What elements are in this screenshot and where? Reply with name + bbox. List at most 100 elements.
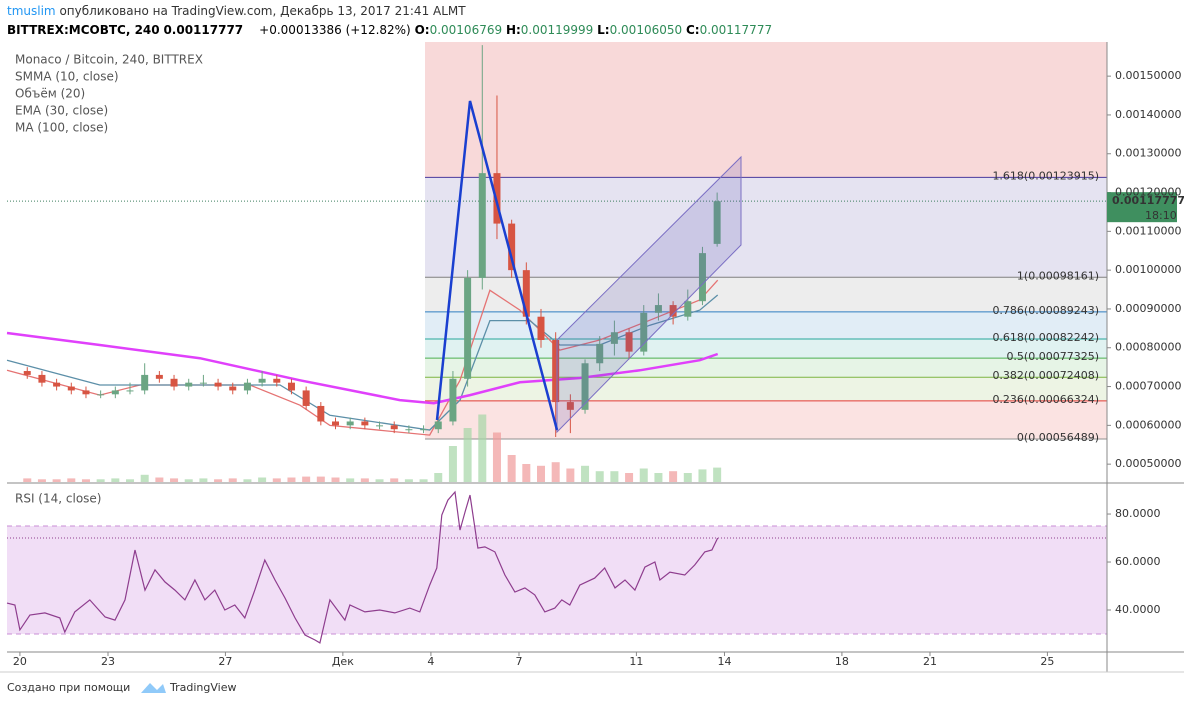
user[interactable]: tmuslim: [7, 4, 56, 18]
volume-bar: [360, 478, 369, 482]
candle-body: [346, 421, 354, 426]
volume-bar: [52, 479, 61, 482]
volume-bar: [478, 414, 487, 482]
drawings: [435, 100, 742, 434]
x-tick-label: 18: [835, 655, 849, 668]
rsi-line: [6, 490, 719, 644]
volume-bar: [155, 477, 164, 482]
candle-body: [82, 390, 90, 395]
candle-body: [302, 390, 310, 406]
candle-body: [126, 390, 134, 392]
legend-entry[interactable]: EMA (30, close): [15, 104, 108, 118]
volume-bar: [404, 479, 413, 482]
volume-bar: [81, 479, 90, 482]
last-price-box: [1107, 192, 1177, 223]
rsi-panel: [6, 490, 1111, 644]
volume-bar: [448, 446, 457, 482]
candle-body: [317, 405, 325, 422]
candle-body: [581, 363, 589, 410]
volume-bar: [654, 473, 663, 482]
fib-band: [425, 400, 1107, 439]
footer-text: Создано при помощи: [7, 681, 130, 694]
ohlc-label: C:: [686, 23, 700, 37]
fib-label: 0.236(0.00066324): [992, 393, 1099, 406]
candle-body: [654, 305, 662, 313]
candle-body: [434, 421, 442, 430]
volume-bar: [331, 477, 340, 482]
fib-band: [425, 358, 1107, 378]
volume-bar: [199, 478, 208, 482]
candle-body: [170, 378, 178, 387]
volume-bar: [37, 479, 46, 482]
fib-label: 0.618(0.00082242): [992, 331, 1099, 344]
ohlc-value: 0.00106769: [430, 23, 503, 37]
legend-entry[interactable]: MA (100, close): [15, 121, 108, 135]
volume-bar: [522, 464, 531, 482]
candle-body: [625, 332, 633, 352]
y-tick-label: 0.00050000: [1115, 457, 1181, 470]
volume-bar: [126, 479, 135, 482]
volume-bar: [228, 478, 237, 482]
volume-bar: [698, 469, 707, 482]
volume-bar: [375, 479, 384, 482]
quote-line: BITTREX:MCOBTC, 240 0.00117777 +0.0001338…: [7, 23, 772, 37]
candle-body: [214, 382, 222, 387]
y-tick-label: 60.0000: [1115, 555, 1161, 568]
candle-body: [566, 402, 574, 410]
candle-body: [38, 374, 46, 383]
x-tick-label: 14: [717, 655, 731, 668]
volume-bar: [140, 474, 149, 482]
candle-body: [111, 390, 119, 395]
y-tick-label: 0.00080000: [1115, 341, 1181, 354]
volume: [23, 414, 722, 482]
fib-label: 0.5(0.00077325): [1006, 350, 1099, 363]
candle-body: [243, 382, 251, 391]
labels: tmuslim опубликовано на TradingView.com,…: [7, 4, 1184, 695]
candle-body: [522, 270, 530, 317]
change: +0.00013386 (+12.82%): [259, 23, 411, 37]
ohlc-label: L:: [597, 23, 609, 37]
ohlc-label: O:: [415, 23, 430, 37]
legend-entry[interactable]: SMMA (10, close): [15, 70, 119, 84]
volume-bar: [434, 473, 443, 482]
volume-bar: [23, 478, 32, 482]
volume-bar: [551, 462, 560, 482]
last-price: 0.00117777: [163, 23, 243, 37]
fib-label: 0(0.00056489): [1017, 431, 1099, 444]
volume-bar: [111, 478, 120, 482]
candle-body: [23, 371, 31, 375]
fib-band: [425, 177, 1107, 278]
volume-bar: [316, 476, 325, 482]
fib-band: [425, 277, 1107, 312]
x-tick-label: 11: [629, 655, 643, 668]
y-tick-label: 0.00130000: [1115, 147, 1181, 160]
candle-body: [273, 378, 281, 383]
x-tick-label: 21: [923, 655, 937, 668]
x-tick-label: 23: [101, 655, 115, 668]
symbol: BITTREX:MCOBTC, 240: [7, 23, 160, 37]
zigzag: [435, 100, 559, 431]
volume-bar: [170, 478, 179, 482]
candle-body: [478, 173, 486, 278]
y-tick-label: 0.00060000: [1115, 418, 1181, 431]
legend-entry[interactable]: Объём (20): [15, 87, 85, 101]
candle-body: [258, 378, 266, 383]
volume-bar: [346, 478, 355, 482]
candle-body: [698, 253, 706, 302]
y-tick-label: 0.00110000: [1115, 224, 1181, 237]
volume-bar: [419, 479, 428, 482]
volume-bar: [581, 465, 590, 482]
volume-bar: [713, 467, 722, 482]
y-tick-label: 0.00090000: [1115, 302, 1181, 315]
candle-body: [684, 301, 692, 317]
volume-bar: [390, 478, 399, 482]
last-price-label: 0.00117777: [1112, 194, 1184, 207]
candle-body: [332, 421, 340, 426]
y-tick-label: 0.00150000: [1115, 69, 1181, 82]
fib-band: [425, 377, 1107, 401]
brand[interactable]: TradingView: [169, 681, 236, 694]
candle-body: [53, 382, 61, 387]
x-tick-label: 25: [1040, 655, 1054, 668]
fib-zone: [425, 42, 1107, 440]
